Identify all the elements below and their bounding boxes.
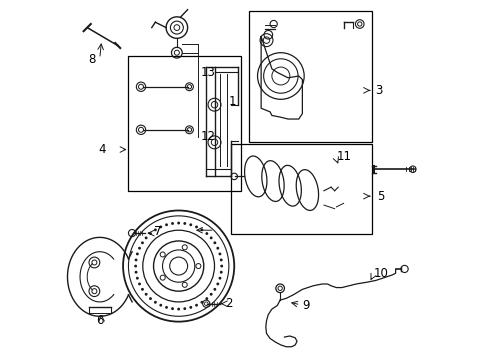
Circle shape xyxy=(138,283,141,285)
Circle shape xyxy=(217,247,219,249)
Text: 7: 7 xyxy=(153,225,161,238)
Text: 13: 13 xyxy=(200,66,215,79)
Circle shape xyxy=(149,232,152,235)
Circle shape xyxy=(165,223,168,226)
Circle shape xyxy=(189,223,192,226)
Circle shape xyxy=(138,247,141,249)
Text: 12: 12 xyxy=(200,130,215,144)
Circle shape xyxy=(154,301,157,304)
Circle shape xyxy=(200,229,203,231)
Circle shape xyxy=(177,222,180,225)
Circle shape xyxy=(210,237,213,239)
Circle shape xyxy=(135,258,138,261)
Circle shape xyxy=(220,258,222,261)
Circle shape xyxy=(183,222,186,225)
Circle shape xyxy=(195,304,198,307)
Text: 10: 10 xyxy=(374,267,389,280)
Circle shape xyxy=(159,225,162,228)
Circle shape xyxy=(200,301,203,304)
Text: 2: 2 xyxy=(225,297,233,310)
Text: 9: 9 xyxy=(302,299,310,312)
Circle shape xyxy=(149,297,152,300)
Text: 5: 5 xyxy=(377,190,384,203)
Circle shape xyxy=(177,308,180,311)
Circle shape xyxy=(159,304,162,307)
Circle shape xyxy=(195,225,198,228)
Text: 1: 1 xyxy=(229,95,236,108)
Bar xyxy=(231,144,372,234)
Circle shape xyxy=(183,307,186,310)
Circle shape xyxy=(145,293,147,296)
Circle shape xyxy=(214,241,216,244)
Text: 6: 6 xyxy=(96,314,104,328)
Circle shape xyxy=(205,297,208,300)
Text: 3: 3 xyxy=(375,84,382,97)
Circle shape xyxy=(136,277,139,280)
Text: 11: 11 xyxy=(337,150,351,163)
Circle shape xyxy=(217,283,219,285)
Circle shape xyxy=(220,271,222,274)
Circle shape xyxy=(220,265,223,267)
Circle shape xyxy=(136,252,139,255)
Circle shape xyxy=(171,222,174,225)
Circle shape xyxy=(134,265,137,267)
Circle shape xyxy=(135,271,138,274)
Circle shape xyxy=(171,307,174,310)
Text: 8: 8 xyxy=(88,53,95,66)
Circle shape xyxy=(219,252,221,255)
Circle shape xyxy=(219,277,221,280)
Circle shape xyxy=(141,288,144,291)
Circle shape xyxy=(189,306,192,309)
Circle shape xyxy=(141,241,144,244)
Circle shape xyxy=(165,306,168,309)
Circle shape xyxy=(205,232,208,235)
Circle shape xyxy=(214,288,216,291)
Bar xyxy=(128,56,242,191)
Text: 4: 4 xyxy=(98,143,105,156)
Bar xyxy=(248,12,372,142)
Circle shape xyxy=(210,293,213,296)
Circle shape xyxy=(154,229,157,231)
Circle shape xyxy=(145,237,147,239)
